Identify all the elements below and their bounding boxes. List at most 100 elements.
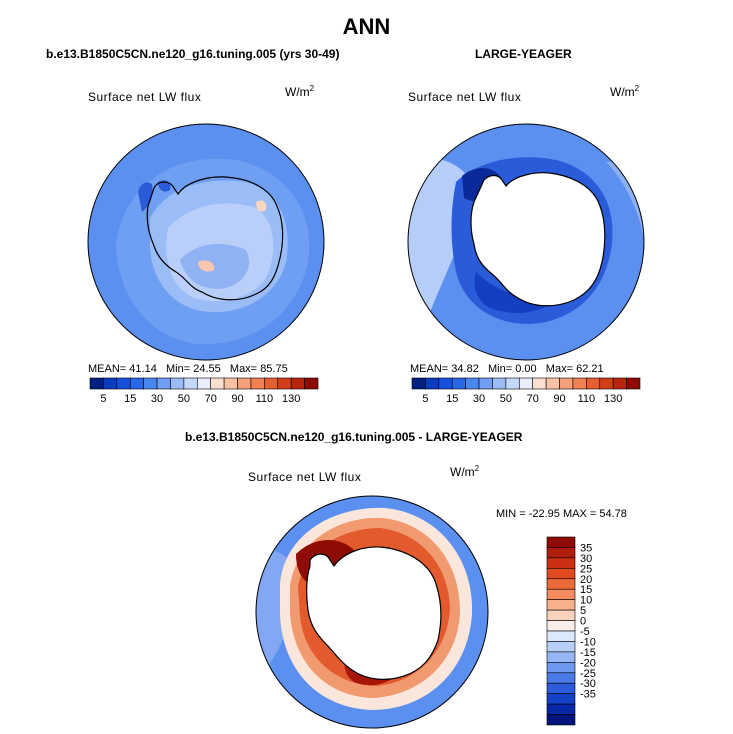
panel2-colorbar-tick-label: 70: [527, 393, 539, 405]
panel1-colorbar-box: [264, 377, 279, 390]
panel3-colorbar-box: [546, 651, 576, 663]
panel2-colorbar-box: [532, 377, 547, 390]
panel2-colorbar-tick-label: 15: [446, 393, 458, 405]
panel3-colorbar-box: [546, 641, 576, 653]
panel3-colorbar-tick-label: 5: [580, 605, 586, 617]
panel3-colorbar-box: [546, 557, 576, 569]
panel1-colorbar-box: [103, 377, 118, 390]
panel3-field-label: Surface net LW flux: [248, 470, 362, 484]
panel1-colorbar-tick-label: 30: [151, 393, 163, 405]
panel3-colorbar-tick-label: 0: [580, 616, 586, 628]
panel3-colorbar-tick-label: 35: [580, 542, 592, 554]
panel3-colorbar-tick-label: -10: [580, 636, 596, 648]
panel2-colorbar-box: [505, 377, 520, 390]
panel1-colorbar-box: [143, 377, 158, 390]
panel1-stats: MEAN= 41.14 Min= 24.55 Max= 85.75: [88, 363, 288, 375]
panel1-colorbar-box: [156, 377, 171, 390]
panel3-colorbar-box: [546, 547, 576, 559]
panel2-colorbar: 5 15 30 50 70 90 110 130: [411, 377, 641, 405]
panel3-colorbar-tick-label: 20: [580, 574, 592, 586]
panel1-colorbar-box: [116, 377, 131, 390]
panel3-map: [255, 495, 489, 729]
panel1-colorbar: 5 15 30 50 70 90 110 130: [89, 377, 319, 405]
panel3-colorbar-tick-label: -30: [580, 678, 596, 690]
panel2-title: LARGE-YEAGER: [475, 47, 572, 61]
panel1-colorbar-box: [210, 377, 225, 390]
panel3-colorbar-box: [546, 662, 576, 674]
panel3-colorbar-box: [546, 693, 576, 705]
panel3-colorbar-tick-label: 30: [580, 553, 592, 565]
panel2-colorbar-tick-label: 110: [578, 393, 596, 405]
panel3-colorbar-box: [546, 630, 576, 642]
panel3-colorbar-box: [546, 578, 576, 590]
panel1-colorbar-box: [129, 377, 144, 390]
panel3-colorbar-tick-label: -35: [580, 689, 596, 701]
panel3-colorbar-tick-label: -25: [580, 668, 596, 680]
panel3-colorbar-tick-label: -20: [580, 657, 596, 669]
panel2-colorbar-box: [545, 377, 560, 390]
panel2-colorbar-box: [451, 377, 466, 390]
panel3-units: W/m2: [450, 464, 480, 479]
panel1-colorbar-tick-label: 90: [231, 393, 243, 405]
panel3-colorbar-box: [546, 703, 576, 715]
panel1-colorbar-box: [277, 377, 292, 390]
panel2-colorbar-tick-label: 130: [604, 393, 622, 405]
panel3-colorbar-box: [546, 620, 576, 632]
panel2-stats: MEAN= 34.82 Min= 0.00 Max= 62.21: [410, 363, 604, 375]
panel2-colorbar-box: [465, 377, 480, 390]
panel2-colorbar-box: [559, 377, 574, 390]
panel3-colorbar-box: [546, 609, 576, 621]
panel2-colorbar-box: [425, 377, 440, 390]
panel2-colorbar-tick-label: 5: [422, 393, 428, 405]
panel1-colorbar-box: [223, 377, 238, 390]
panel2-colorbar-tick-label: 30: [473, 393, 485, 405]
panel3-colorbar-box: [546, 672, 576, 684]
panel2-colorbar-tick-label: 50: [500, 393, 512, 405]
panel2-field-label: Surface net LW flux: [408, 90, 522, 104]
panel1-colorbar-tick-label: 50: [178, 393, 190, 405]
panel1-map: [87, 123, 325, 361]
panel2-colorbar-box: [612, 377, 627, 390]
panel1-colorbar-tick-label: 70: [205, 393, 217, 405]
panel3-colorbar-box: [546, 714, 576, 726]
panel2-colorbar-box: [411, 377, 426, 390]
panel1-colorbar-box: [237, 377, 252, 390]
panel1-colorbar-box: [196, 377, 212, 390]
panel2-map: [407, 123, 645, 361]
panel3-colorbar-box: [546, 536, 576, 548]
panel1-field-label: Surface net LW flux: [88, 90, 202, 104]
main-title: ANN: [342, 14, 391, 39]
panel3-colorbar-box: [546, 568, 576, 580]
panel3-colorbar-box: [546, 588, 576, 600]
panel2-colorbar-box: [586, 377, 601, 390]
panel1-colorbar-box: [170, 377, 185, 390]
panel3-title: b.e13.B1850C5CN.ne120_g16.tuning.005 - L…: [185, 430, 523, 444]
panel1-colorbar-box: [183, 377, 198, 390]
panel3-colorbar-tick-label: 25: [580, 563, 592, 575]
panel2-colorbar-box: [626, 377, 641, 390]
panel2-units: W/m2: [610, 84, 640, 99]
panel1-colorbar-box: [290, 377, 305, 390]
panel1-colorbar-box: [304, 377, 319, 390]
panel1-colorbar-box: [250, 377, 265, 390]
panel2-colorbar-box: [599, 377, 614, 390]
panel1-units: W/m2: [285, 84, 315, 99]
panel3-stats: MIN = -22.95 MAX = 54.78: [496, 508, 627, 520]
panel1-colorbar-tick-label: 110: [256, 393, 274, 405]
panel1-colorbar-tick-label: 130: [282, 393, 300, 405]
panel2-colorbar-box: [438, 377, 453, 390]
panel3-colorbar-tick-label: -5: [580, 626, 590, 638]
panel2-colorbar-box: [572, 377, 587, 390]
panel3-colorbar-box: [546, 599, 576, 611]
panel3-colorbar-tick-label: 10: [580, 595, 592, 607]
panel1-title: b.e13.B1850C5CN.ne120_g16.tuning.005 (yr…: [46, 47, 340, 61]
panel3-colorbar-box: [546, 682, 576, 694]
panel3-colorbar-tick-label: -15: [580, 647, 596, 659]
panel1-colorbar-tick-label: 5: [100, 393, 106, 405]
panel2-colorbar-box: [492, 377, 507, 390]
panel3-colorbar-tick-label: 15: [580, 584, 592, 596]
panel1-colorbar-tick-label: 15: [124, 393, 136, 405]
panel2-colorbar-tick-label: 90: [553, 393, 565, 405]
panel1-colorbar-box: [89, 377, 104, 390]
